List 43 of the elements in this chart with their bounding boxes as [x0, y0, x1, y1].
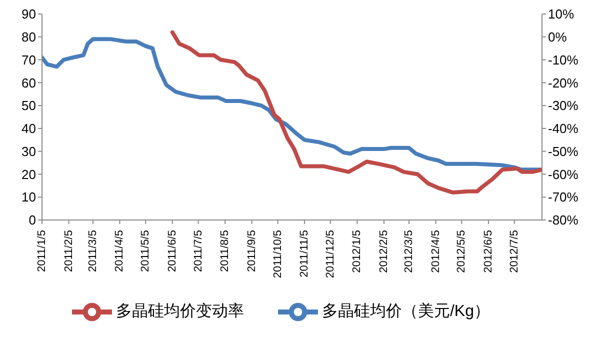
x-tick-label: 2012/1/5: [351, 230, 364, 273]
y2-tick-label: -20%: [548, 75, 579, 90]
y2-tick-label: -60%: [548, 166, 579, 182]
legend-label: 多晶硅均价（美元/Kg）: [322, 303, 490, 320]
y-tick-label: 90: [22, 6, 36, 22]
x-tick-label: 2011/9/5: [246, 230, 258, 272]
x-tick-label: 2011/7/5: [192, 230, 204, 272]
x-tick-label: 2011/8/5: [219, 230, 232, 272]
x-tick-label: 2011/5/5: [140, 230, 152, 272]
x-tick-label: 2011/2/5: [62, 230, 75, 272]
y2-tick-label: -70%: [548, 190, 579, 205]
y-tick-label: 70: [22, 52, 36, 68]
x-tick-label: 2012/4/5: [430, 230, 442, 273]
x-tick-label: 2012/5/5: [456, 230, 468, 273]
y-tick-label: 10: [22, 190, 36, 205]
x-tick-label: 2012/3/5: [403, 230, 416, 273]
x-tick-label: 2012/7/5: [508, 230, 520, 273]
x-tick-label: 2011/12/5: [324, 230, 336, 278]
x-tick-label: 2011/10/5: [272, 230, 284, 278]
y2-tick-label: -40%: [548, 121, 579, 136]
y2-tick-label: 0%: [548, 30, 568, 45]
y2-tick-label: -80%: [548, 212, 579, 228]
x-tick-label: 2011/4/5: [114, 230, 126, 272]
x-tick-label: 2012/6/5: [482, 230, 494, 273]
y-tick-label: 30: [22, 144, 36, 159]
y-tick-label: 0: [28, 212, 36, 228]
y-tick-label: 20: [22, 166, 36, 182]
x-tick-label: 2012/2/5: [378, 230, 390, 273]
line-series: [170, 30, 542, 195]
y-tick-label: 40: [22, 121, 36, 136]
y2-tick-label: -10%: [548, 52, 579, 68]
y-tick-label: 50: [22, 98, 36, 114]
x-tick-label: 2011/3/5: [86, 230, 99, 272]
x-tick-label: 2011/1/5: [36, 230, 48, 272]
y2-tick-label: -50%: [548, 144, 579, 159]
y2-tick-label: 10%: [548, 6, 574, 22]
y-tick-label: 80: [22, 30, 36, 45]
x-tick-label: 2011/11/5: [298, 230, 311, 278]
legend-label: 多晶硅均价变动率: [116, 303, 244, 320]
line-series: [42, 37, 542, 172]
y2-tick-label: -30%: [548, 98, 579, 114]
y-tick-label: 60: [22, 75, 36, 90]
x-tick-label: 2011/6/5: [166, 230, 178, 272]
